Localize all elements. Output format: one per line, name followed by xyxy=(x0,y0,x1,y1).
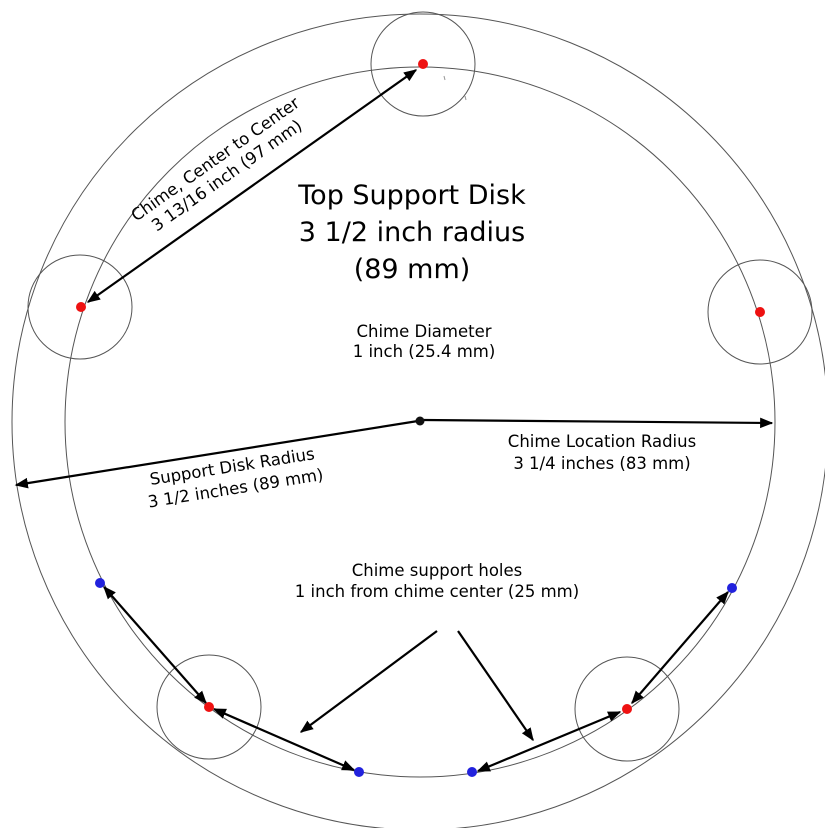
tick-mark xyxy=(464,95,467,101)
center-to-center-label-2: 3 13/16 inch (97 mm) xyxy=(148,116,306,235)
title-line-2: 3 1/2 inch radius xyxy=(299,217,525,248)
center-to-center-arrow xyxy=(86,69,418,303)
pointer-arrow-right xyxy=(457,630,534,742)
support-hole-dot xyxy=(95,578,105,588)
support-hole-dot xyxy=(354,767,364,777)
chime-center-dot xyxy=(755,307,765,317)
chime-center-dot xyxy=(418,59,428,69)
tick-mark xyxy=(443,75,446,81)
center-point xyxy=(415,416,425,426)
support-disk-circle xyxy=(11,13,825,828)
support-hole-dot xyxy=(467,767,477,777)
hole-arrow-lower-right-down xyxy=(476,710,622,773)
hole-arrow-lower-left-down xyxy=(212,707,356,772)
title-line-1: Top Support Disk xyxy=(297,180,526,211)
chime-diameter-label-2: 1 inch (25.4 mm) xyxy=(353,342,496,361)
support-holes-label-1: Chime support holes xyxy=(352,561,523,580)
chime-location-label-2: 3 1/4 inches (83 mm) xyxy=(513,454,690,473)
chime-center-dot xyxy=(76,302,86,312)
chime-diameter-label-1: Chime Diameter xyxy=(356,322,491,341)
chime-center-dot xyxy=(622,704,632,714)
chime-circle-upper-right xyxy=(707,259,813,365)
hole-arrow-lower-right-up xyxy=(631,591,729,704)
support-disk-radius-arrow xyxy=(14,419,419,489)
chime-location-label-1: Chime Location Radius xyxy=(508,432,696,451)
chime-circle-upper-left xyxy=(27,254,133,360)
hole-arrow-lower-left-up xyxy=(103,586,207,704)
pointer-arrow-left xyxy=(299,630,438,733)
support-holes-label-2: 1 inch from chime center (25 mm) xyxy=(295,582,579,601)
support-hole-dot xyxy=(727,583,737,593)
chime-center-dot xyxy=(204,702,214,712)
chime-location-radius-arrow xyxy=(423,417,774,429)
chime-circle-lower-right xyxy=(574,656,680,762)
chime-circle-lower-left xyxy=(156,654,262,760)
title-line-3: (89 mm) xyxy=(354,254,471,285)
chime-circle-top xyxy=(370,11,476,117)
